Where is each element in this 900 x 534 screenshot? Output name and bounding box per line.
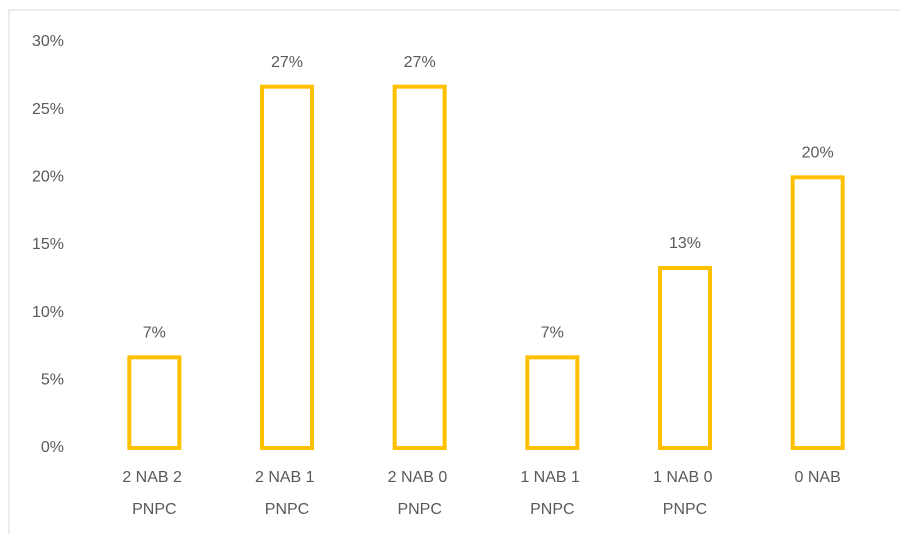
x-tick-line: 1 NAB 0 — [653, 469, 717, 486]
x-tick-line: PNPC — [132, 501, 176, 518]
bar — [790, 175, 845, 450]
x-tick-line: PNPC — [397, 501, 441, 518]
bar — [392, 84, 447, 450]
y-tick-label: 0% — [41, 439, 64, 456]
x-tick-line: 2 NAB 2 — [122, 469, 186, 486]
bar — [127, 355, 182, 450]
x-tick-line: 2 NAB 0 — [388, 469, 452, 486]
x-tick-line: 1 NAB 1 — [520, 469, 584, 486]
data-label: 27% — [271, 54, 303, 71]
bar — [260, 84, 314, 450]
data-label: 7% — [143, 325, 166, 342]
bar — [525, 355, 580, 450]
data-label: 13% — [669, 235, 701, 252]
x-tick-label: 0 NAB — [795, 469, 841, 486]
x-tick-line: PNPC — [265, 501, 309, 518]
chart-border — [8, 9, 900, 534]
y-tick-label: 30% — [32, 33, 64, 50]
y-tick-label: 5% — [41, 372, 64, 389]
data-label: 27% — [404, 54, 436, 71]
x-tick-label: 1 NAB 0 PNPC — [653, 469, 717, 518]
x-tick-label: 2 NAB 1 PNPC — [255, 469, 319, 518]
bar — [658, 266, 712, 450]
y-tick-label: 10% — [32, 304, 64, 321]
x-tick-label: 2 NAB 0 PNPC — [388, 469, 452, 518]
y-tick-label: 15% — [32, 236, 64, 253]
x-tick-label: 1 NAB 1 PNPC — [520, 469, 584, 518]
data-label: 7% — [541, 325, 564, 342]
y-tick-label: 25% — [32, 101, 64, 118]
x-tick-line: PNPC — [663, 501, 707, 518]
data-label: 20% — [802, 145, 834, 162]
x-tick-line: PNPC — [530, 501, 574, 518]
x-tick-line: 2 NAB 1 — [255, 469, 319, 486]
y-tick-label: 20% — [32, 169, 64, 186]
x-tick-label: 2 NAB 2 PNPC — [122, 469, 186, 518]
